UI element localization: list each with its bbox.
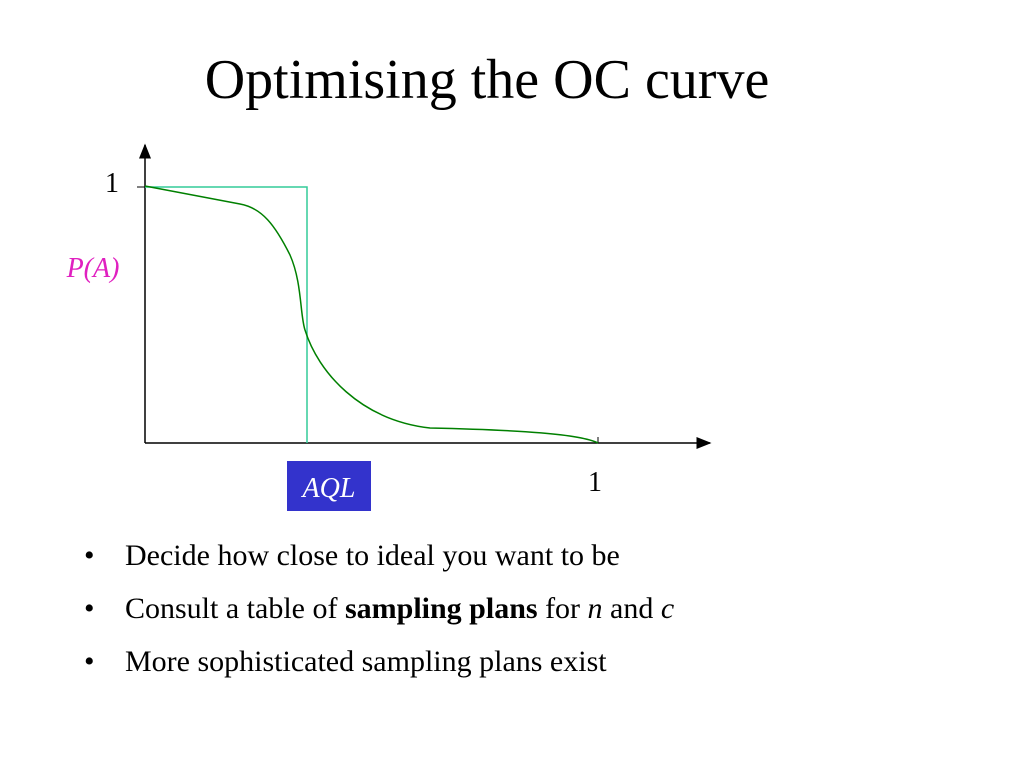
bullet-text: for xyxy=(537,592,588,625)
bullet-text: Decide how close to ideal you want to be xyxy=(125,539,620,572)
bullet-text: sampling plans xyxy=(344,592,538,625)
slide-title: Optimising the OC curve xyxy=(204,49,770,111)
bullet-text: More sophisticated sampling plans exist xyxy=(125,645,607,678)
bullet-list: Decide how close to ideal you want to be… xyxy=(84,532,674,691)
bullet-text: and xyxy=(602,592,661,625)
aql-box xyxy=(287,461,371,511)
bullet: More sophisticated sampling plans exist xyxy=(84,638,674,691)
bullet-text: n xyxy=(587,592,603,625)
bullet-text: Consult a table of xyxy=(125,592,345,625)
ideal-curve xyxy=(145,186,308,443)
bullet: Decide how close to ideal you want to be xyxy=(84,532,674,585)
y-axis-label: P(A) xyxy=(66,253,120,284)
aql-label: AQL xyxy=(301,473,356,504)
bullet-text: c xyxy=(660,592,675,625)
oc-curve xyxy=(144,185,599,444)
bullet: Consult a table of sampling plans for n … xyxy=(84,585,674,638)
y-top-label: 1 xyxy=(105,168,119,199)
x-right-label: 1 xyxy=(588,467,602,498)
